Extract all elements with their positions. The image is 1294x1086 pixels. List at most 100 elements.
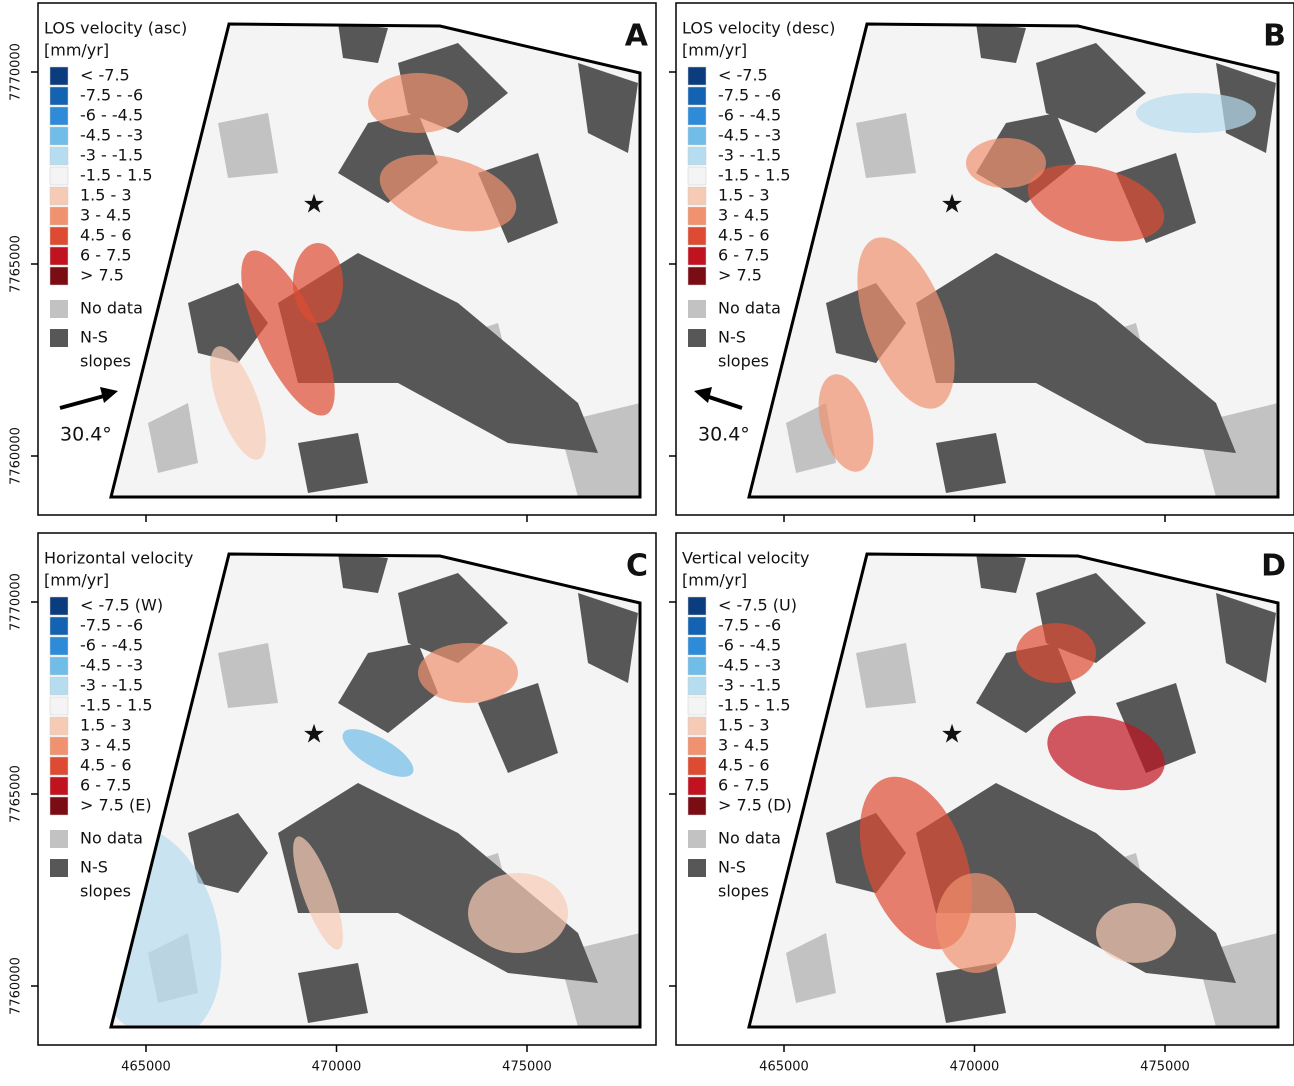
legend-swatch [687,206,707,226]
legend-swatch [49,736,69,756]
no-data-area [856,643,916,708]
velocity-patch [1096,903,1176,963]
heading-label: 30.4° [60,424,112,446]
legend-swatch [49,226,69,246]
slope-area [398,573,508,663]
legend-label: slopes [80,352,131,371]
legend-label: -3 - -1.5 [718,146,781,165]
x-tick-label: 465000 [759,1060,809,1075]
legend-swatch [49,776,69,796]
legend-label: -6 - -4.5 [718,106,781,125]
slope-area [188,813,268,893]
panel-frame [37,532,657,1046]
x-tick-label: 475000 [1140,1060,1190,1075]
legend-label: No data [718,829,781,848]
velocity-patch [468,873,568,953]
legend-swatch [49,796,69,816]
legend-label: -3 - -1.5 [80,676,143,695]
legend-label: 3 - 4.5 [718,736,770,755]
x-tick-label: 470000 [312,1060,362,1075]
legend-label: 1.5 - 3 [80,716,132,735]
legend-label: -7.5 - -6 [80,86,143,105]
velocity-patch [966,138,1046,188]
slope-area [478,153,558,243]
legend-label: -4.5 - -3 [718,126,781,145]
y-tick-label: 7770000 [9,573,24,631]
slope-area [1216,593,1276,683]
slope-area [1036,43,1146,133]
legend-swatch [50,859,68,877]
legend-swatch [49,656,69,676]
legend-label: -1.5 - 1.5 [80,166,153,185]
panel: ★ C Horizontal velocity [mm/yr] < -7.5 (W)-7… [9,532,657,1075]
legend-swatch [49,146,69,166]
y-tick-label: 7760000 [9,427,24,485]
legend-unit: [mm/yr] [682,41,747,60]
legend-swatch [50,830,68,848]
legend-swatch [687,796,707,816]
legend-swatch [687,636,707,656]
star: ★ [940,720,963,750]
legend-swatch [49,126,69,146]
legend-swatch [687,616,707,636]
velocity-patch [1016,623,1096,683]
map-outline [109,22,642,499]
legend-swatch [687,126,707,146]
no-data-area [786,933,836,1003]
legend-label: 1.5 - 3 [718,186,770,205]
panel-frame [675,532,1294,1046]
star: ★ [302,190,325,220]
map-content [786,554,1278,1027]
legend-label: -4.5 - -3 [80,656,143,675]
slope-area [338,643,438,733]
panel-letter: D [1261,549,1286,584]
legend-label: -6 - -4.5 [718,636,781,655]
velocity-patch [857,237,955,409]
legend-unit: [mm/yr] [44,571,109,590]
legend-swatch [49,166,69,186]
legend-label: N-S [80,858,108,877]
legend-swatch [49,186,69,206]
legend-swatch [49,636,69,656]
legend-swatch [688,859,706,877]
panel: ★ B LOS velocity (desc) [mm/yr] < -7.5-7.5 -… [669,2,1294,522]
slope-area [976,24,1026,63]
legend-swatch [49,106,69,126]
legend-label: -3 - -1.5 [80,146,143,165]
legend-label: -1.5 - 1.5 [80,696,153,715]
map-content [148,24,640,497]
legend-label: 1.5 - 3 [80,186,132,205]
legend-label: -7.5 - -6 [718,86,781,105]
panel: ★ A LOS velocity (asc) [mm/yr] < -7.5-7.5 - … [9,2,657,522]
legend-swatch [687,146,707,166]
legend-swatch [687,716,707,736]
legend-label: -4.5 - -3 [80,126,143,145]
x-tick-label: 470000 [950,1060,1000,1075]
slope-area [578,593,638,683]
heading-arrow [705,394,743,410]
slope-area [976,554,1026,593]
legend-swatch [687,246,707,266]
legend-label: > 7.5 [718,266,762,285]
y-tick-label: 7765000 [9,235,24,293]
legend-label: -1.5 - 1.5 [718,696,791,715]
legend-label: -7.5 - -6 [80,616,143,635]
legend-swatch [49,86,69,106]
legend-swatch [688,830,706,848]
map-content [786,24,1278,497]
y-tick-label: 7765000 [9,765,24,823]
legend-label: -4.5 - -3 [718,656,781,675]
legend-label: N-S [80,328,108,347]
legend-swatch [49,756,69,776]
map-outline [747,552,1280,1029]
legend-swatch [50,329,68,347]
legend-label: 4.5 - 6 [718,226,770,245]
x-tick-label: 465000 [121,1060,171,1075]
legend-swatch [687,86,707,106]
legend-label: < -7.5 [718,66,768,85]
legend-label: > 7.5 (E) [80,796,152,815]
velocity-patch [1027,164,1165,242]
legend-swatch [687,66,707,86]
legend-label: slopes [718,352,769,371]
legend-label: 6 - 7.5 [718,776,770,795]
